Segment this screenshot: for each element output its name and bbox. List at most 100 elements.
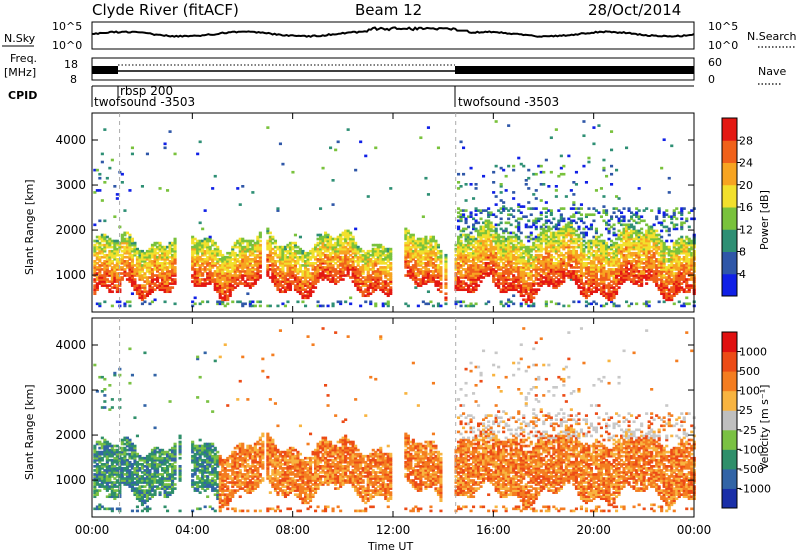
power-cell: [153, 241, 157, 245]
power-cell: [587, 258, 591, 261]
power-cell: [369, 278, 373, 281]
power-cell: [509, 213, 513, 217]
power-cell: [426, 251, 431, 255]
power-cell: [130, 292, 135, 296]
power-cell: [138, 276, 142, 279]
power-cell: [497, 268, 501, 271]
power-cell: [349, 296, 353, 300]
power-cell: [238, 282, 242, 285]
power-cell: [504, 286, 508, 289]
power-cell: [567, 227, 571, 231]
power-cell: [95, 286, 99, 289]
power-cell: [459, 249, 463, 253]
power-cell: [502, 258, 506, 261]
power-cell: [386, 282, 390, 285]
power-cell: [554, 185, 558, 188]
power-cell: [148, 258, 152, 261]
power-cell: [379, 274, 383, 277]
power-cell: [517, 260, 521, 263]
power-cell: [314, 266, 318, 269]
power-cell: [502, 266, 506, 269]
power-cell: [605, 243, 609, 247]
power-cell: [469, 276, 473, 279]
power-cell: [208, 235, 212, 239]
power-cell: [655, 229, 659, 233]
power-cell: [499, 217, 503, 221]
power-cell: [110, 251, 114, 255]
power-cell: [123, 249, 127, 253]
power-cell: [349, 253, 353, 257]
power-cell: [459, 280, 463, 283]
power-cell: [439, 274, 443, 277]
power-cell: [635, 262, 639, 265]
power-cell: [522, 290, 526, 294]
power-cell: [512, 191, 516, 194]
power-cell: [288, 260, 293, 263]
power-cell: [173, 251, 177, 255]
power-cell: [228, 286, 232, 289]
power-cell: [597, 266, 601, 269]
power-cell: [336, 247, 340, 251]
power-cell: [652, 237, 656, 241]
power-cell: [462, 286, 466, 289]
power-cell: [206, 276, 210, 279]
power-cell: [462, 280, 466, 283]
power-cell: [366, 276, 370, 279]
power-cell: [168, 274, 172, 277]
power-cell: [98, 243, 102, 247]
power-cell: [547, 249, 551, 253]
power-cell: [161, 249, 165, 253]
power-cell: [108, 290, 112, 294]
power-cell: [620, 245, 624, 249]
power-cell: [228, 284, 232, 287]
power-cell: [381, 253, 385, 257]
power-cell: [336, 270, 340, 273]
power-cell: [334, 255, 338, 259]
power-cell: [241, 264, 245, 267]
power-cell: [617, 229, 621, 233]
power-cell: [133, 251, 137, 255]
power-cell: [404, 241, 408, 245]
power-cell: [599, 258, 604, 261]
power-cell: [339, 300, 343, 304]
power-cell: [193, 249, 197, 253]
power-cell: [238, 203, 242, 206]
power-cell: [251, 264, 255, 267]
power-cell: [95, 239, 99, 243]
power-cell: [557, 274, 561, 277]
power-cell: [326, 249, 330, 253]
power-cell: [622, 276, 626, 279]
power-cell: [615, 243, 619, 247]
power-cell: [273, 249, 278, 253]
power-cell: [584, 245, 589, 249]
power-cell: [620, 262, 624, 265]
power-cell: [509, 286, 513, 289]
power-cell: [640, 249, 644, 253]
power-cell: [517, 258, 521, 261]
power-cell: [567, 262, 571, 265]
power-cell: [534, 268, 538, 271]
power-cell: [208, 255, 212, 259]
power-cell: [389, 286, 393, 289]
power-cell: [113, 253, 117, 257]
power-cell: [148, 282, 152, 285]
power-cell: [293, 266, 298, 269]
power-cell: [321, 266, 325, 269]
power-cell: [276, 288, 280, 292]
power-cell: [552, 278, 556, 281]
power-cell: [404, 231, 408, 235]
power-cell: [582, 164, 586, 168]
power-cell: [492, 249, 496, 253]
power-cell: [324, 270, 328, 273]
power-cell: [544, 304, 548, 308]
power-cell: [233, 262, 237, 265]
power-cell: [316, 300, 320, 304]
power-cell: [497, 249, 501, 253]
power-cell: [562, 278, 566, 281]
power-cell: [554, 128, 558, 131]
power-cell: [158, 255, 162, 259]
power-cell: [474, 237, 478, 241]
power-cell: [110, 266, 114, 269]
power-cell: [304, 278, 308, 281]
power-cell: [319, 239, 323, 243]
